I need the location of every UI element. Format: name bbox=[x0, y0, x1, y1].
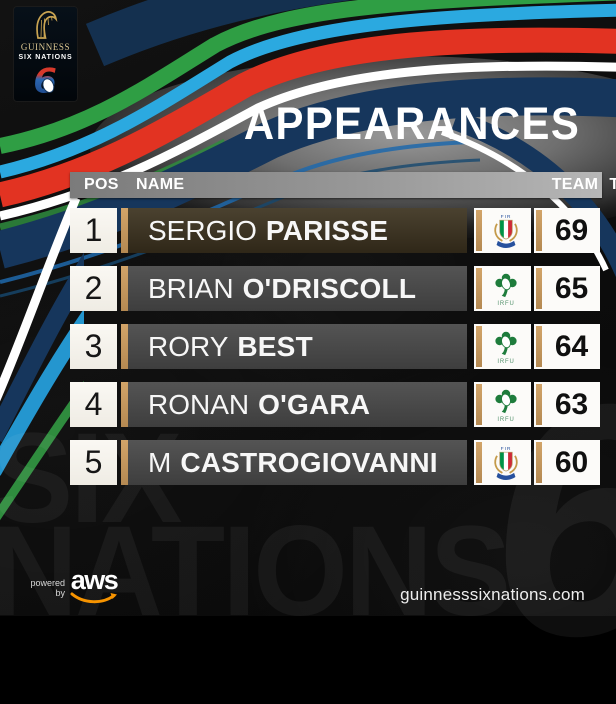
header-total-label: TOTAL bbox=[609, 176, 616, 193]
team-badge-cell: FIR FIR bbox=[474, 440, 531, 485]
aws-smile-icon bbox=[70, 592, 117, 604]
first-name: M bbox=[148, 447, 172, 478]
gold-accent-bar bbox=[476, 442, 482, 483]
table-row: 3 RORY BEST IRFU bbox=[70, 324, 602, 369]
first-name: RORY bbox=[148, 331, 229, 362]
name-cell: BRIAN O'DRISCOLL bbox=[121, 266, 467, 311]
first-name: BRIAN bbox=[148, 273, 234, 304]
team-badge-cell: IRFU IRFU bbox=[474, 324, 531, 369]
badge-label: FIR bbox=[501, 445, 512, 451]
gold-accent-bar bbox=[121, 266, 128, 311]
last-name: O'GARA bbox=[258, 389, 371, 420]
aws-logo: powered by aws bbox=[27, 565, 119, 606]
gold-accent-bar bbox=[476, 384, 482, 425]
total-value: 65 bbox=[554, 271, 589, 305]
header-team-label: TEAM bbox=[551, 176, 599, 193]
gold-accent-bar bbox=[476, 268, 482, 309]
badge-label: FIR bbox=[501, 213, 512, 219]
total-value: 60 bbox=[554, 445, 589, 479]
irfu-shamrock-badge-icon: IRFU bbox=[495, 273, 517, 307]
position-cell: 2 bbox=[70, 266, 117, 311]
last-name: CASTROGIOVANNI bbox=[180, 447, 438, 478]
gold-accent-bar bbox=[121, 324, 128, 369]
harp-icon bbox=[35, 11, 57, 39]
first-name: SERGIO bbox=[148, 215, 257, 246]
total-value: 63 bbox=[554, 387, 589, 421]
total-cell: 60 bbox=[534, 440, 600, 485]
name-cell: SERGIO PARISSE bbox=[121, 208, 467, 253]
total-cell: 69 bbox=[534, 208, 600, 253]
position-cell: 1 bbox=[70, 208, 117, 253]
gold-accent-bar bbox=[121, 208, 128, 253]
last-name: O'DRISCOLL bbox=[242, 273, 417, 304]
last-name: PARISSE bbox=[265, 215, 389, 246]
six-numeral-icon: 6 bbox=[33, 62, 56, 98]
gold-accent-bar bbox=[121, 382, 128, 427]
name-cell: RORY BEST bbox=[121, 324, 467, 369]
table-row: 5 M CASTROGIOVANNI FIR bbox=[70, 440, 602, 485]
site-url: guinnesssixnations.com bbox=[400, 585, 585, 604]
irfu-shamrock-badge-icon: IRFU bbox=[495, 389, 517, 423]
name-cell: RONAN O'GARA bbox=[121, 382, 467, 427]
irfu-shamrock-badge-icon: IRFU bbox=[495, 331, 517, 365]
italy-fir-badge-icon: FIR bbox=[494, 213, 518, 248]
team-badge-cell: FIR FIR bbox=[474, 208, 531, 253]
guinness-wordmark: GUINNESS bbox=[20, 42, 71, 52]
gold-accent-bar bbox=[536, 268, 542, 309]
header-name-label: NAME bbox=[136, 176, 185, 193]
gold-accent-bar bbox=[536, 442, 542, 483]
gold-accent-bar bbox=[536, 384, 542, 425]
watermark-nations: NATIONS bbox=[0, 500, 511, 643]
total-cell: 65 bbox=[534, 266, 600, 311]
total-cell: 64 bbox=[534, 324, 600, 369]
leaderboard: 1 SERGIO PARISSE FIR bbox=[70, 208, 602, 485]
table-row: 4 RONAN O'GARA IRFU bbox=[70, 382, 602, 427]
total-value: 64 bbox=[554, 329, 589, 363]
gold-accent-bar bbox=[121, 440, 128, 485]
gold-accent-bar bbox=[476, 210, 482, 251]
badge-label: IRFU bbox=[497, 417, 514, 423]
name-cell: M CASTROGIOVANNI bbox=[121, 440, 467, 485]
table-header: POS NAME TEAM TOTAL bbox=[70, 172, 616, 198]
position-cell: 3 bbox=[70, 324, 117, 369]
table-row: 1 SERGIO PARISSE FIR bbox=[70, 208, 602, 253]
header-pos-label: POS bbox=[84, 176, 119, 193]
first-name: RONAN bbox=[148, 389, 250, 420]
gold-accent-bar bbox=[476, 326, 482, 367]
italy-fir-badge-icon: FIR bbox=[494, 445, 518, 480]
team-badge-cell: IRFU IRFU bbox=[474, 382, 531, 427]
total-cell: 63 bbox=[534, 382, 600, 427]
powered-by-label: powered by bbox=[30, 578, 65, 599]
aws-wordmark: aws bbox=[70, 565, 119, 595]
gold-accent-bar bbox=[536, 326, 542, 367]
last-name: BEST bbox=[237, 331, 313, 362]
team-badge-cell: IRFU IRFU bbox=[474, 266, 531, 311]
table-row: 2 BRIAN O'DRISCOLL IRFU bbox=[70, 266, 602, 311]
badge-label: IRFU bbox=[497, 301, 514, 307]
six-nations-wordmark: SIX NATIONS bbox=[18, 54, 73, 61]
position-cell: 5 bbox=[70, 440, 117, 485]
badge-label: IRFU bbox=[497, 359, 514, 365]
page-title: APPEARANCES bbox=[243, 98, 581, 149]
gold-accent-bar bbox=[536, 210, 542, 251]
position-cell: 4 bbox=[70, 382, 117, 427]
total-value: 69 bbox=[554, 213, 589, 247]
guinness-six-nations-logo: GUINNESS SIX NATIONS 6 bbox=[14, 7, 77, 101]
